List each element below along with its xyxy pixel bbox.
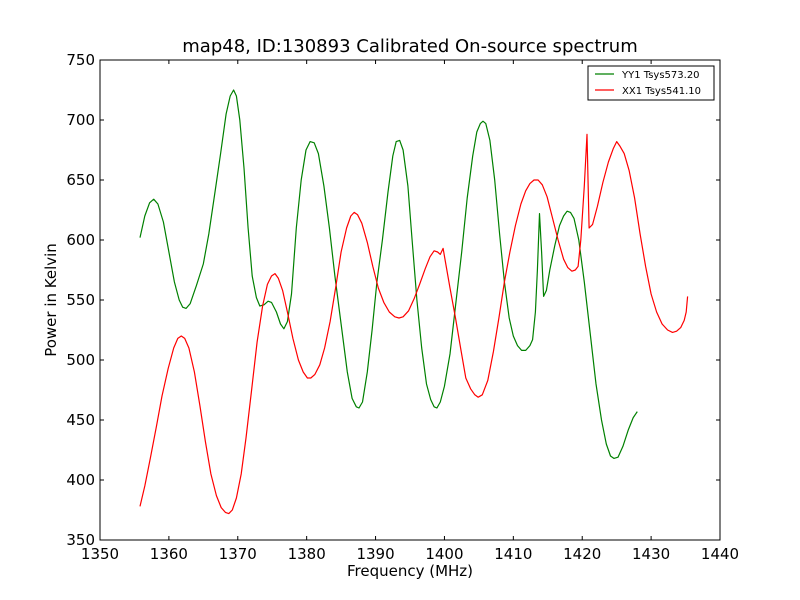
x-tick-label: 1350 <box>81 545 119 563</box>
plot-frame <box>99 59 721 541</box>
y-axis-label: Power in Kelvin <box>42 243 60 357</box>
series-line-xx1 <box>139 133 689 515</box>
y-tick-label: 350 <box>66 531 95 549</box>
y-tick-label: 400 <box>66 471 95 489</box>
x-tick-label: 1410 <box>494 545 532 563</box>
y-tick-label: 600 <box>66 231 95 249</box>
y-tick-label: 500 <box>66 351 95 369</box>
legend: YY1 Tsys573.20 XX1 Tsys541.10 <box>587 65 715 101</box>
y-tick-label: 700 <box>66 111 95 129</box>
x-axis-label: Frequency (MHz) <box>347 562 473 580</box>
x-tick-label: 1400 <box>425 545 463 563</box>
x-tick-label: 1390 <box>356 545 394 563</box>
x-tick-label: 1430 <box>632 545 670 563</box>
x-tick-label: 1420 <box>563 545 601 563</box>
y-tick-label: 650 <box>66 171 95 189</box>
chart-title: map48, ID:130893 Calibrated On-source sp… <box>182 36 637 57</box>
y-tick-label: 750 <box>66 51 95 69</box>
series-line-yy1 <box>139 89 638 459</box>
x-tick-label: 1370 <box>219 545 257 563</box>
x-tick-label: 1360 <box>150 545 188 563</box>
legend-label-yy1: YY1 Tsys573.20 <box>621 70 700 81</box>
legend-box <box>587 65 715 101</box>
ticks-layer: 1350 1360 1370 1380 1390 1400 1410 1420 1430 1440… <box>66 51 739 563</box>
y-tick-label: 450 <box>66 411 95 429</box>
y-tick-label: 550 <box>66 291 95 309</box>
x-tick-label: 1440 <box>701 545 739 563</box>
legend-label-xx1: XX1 Tsys541.10 <box>622 86 701 97</box>
series-layer <box>139 89 689 515</box>
x-tick-label: 1380 <box>288 545 326 563</box>
